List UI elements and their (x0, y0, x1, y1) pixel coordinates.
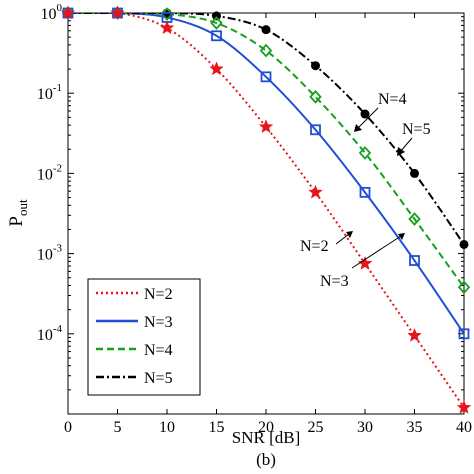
annotation-n5: N=5 (397, 121, 431, 156)
data-point-n4 (309, 90, 322, 104)
data-point-n2 (456, 399, 472, 414)
svg-text:N=3: N=3 (320, 273, 349, 290)
x-tick-label: 40 (456, 419, 472, 436)
x-tick-label: 35 (407, 419, 423, 436)
data-point-n4 (358, 146, 372, 160)
data-point-n2 (407, 327, 422, 342)
annotation-n3: N=3 (320, 233, 405, 290)
y-axis-ticks: 100 10-1 10-2 10-3 10-4 (37, 2, 464, 391)
data-point-n4 (210, 16, 223, 30)
legend-label: N=5 (144, 370, 173, 387)
annotation-n4: N=4 (354, 91, 407, 132)
svg-text:N=5: N=5 (402, 121, 431, 138)
y-tick-label: 10-4 (37, 323, 63, 344)
data-point-n3 (260, 71, 272, 83)
data-point-n2 (258, 119, 274, 134)
x-tick-label: 0 (64, 419, 72, 436)
data-point-n5 (311, 61, 320, 71)
y-axis-label: Pout (6, 199, 30, 227)
legend: N=2 N=3 N=4 N=5 (87, 278, 201, 396)
data-point-n5 (360, 109, 370, 119)
legend-label: N=4 (144, 342, 173, 359)
data-point-n4 (408, 212, 421, 226)
series-lines (68, 13, 464, 409)
data-point-n3 (409, 255, 420, 266)
data-point-n4 (259, 43, 273, 58)
svg-text:Pout: Pout (6, 199, 30, 227)
data-point-n2 (308, 184, 323, 199)
data-point-n4 (457, 280, 471, 295)
data-point-n3 (359, 186, 371, 198)
y-tick-label: 10-2 (37, 162, 62, 183)
data-point-n5 (212, 11, 221, 21)
x-tick-label: 30 (357, 419, 373, 436)
legend-label: N=2 (144, 286, 173, 303)
x-tick-label: 25 (308, 419, 324, 436)
data-point-n3 (310, 124, 321, 136)
x-tick-label: 10 (159, 419, 175, 436)
svg-text:N=2: N=2 (300, 238, 329, 255)
data-point-n2 (357, 255, 373, 270)
data-point-n3 (458, 328, 470, 340)
y-tick-label: 10-3 (37, 243, 63, 264)
annotation-n2: N=2 (300, 231, 353, 255)
data-point-n2 (60, 5, 76, 20)
x-tick-label: 15 (209, 419, 225, 436)
data-point-n5 (459, 239, 469, 249)
x-tick-label: 5 (114, 419, 122, 436)
svg-text:N=4: N=4 (378, 91, 407, 108)
data-point-n5 (410, 168, 419, 178)
series-markers (60, 5, 472, 414)
x-axis-label: SNR [dB] (232, 428, 300, 447)
x-axis-ticks: 0 5 10 15 20 25 30 35 40 (64, 13, 472, 436)
data-point-n3 (211, 30, 222, 42)
legend-label: N=3 (144, 314, 173, 331)
data-point-n2 (159, 20, 175, 35)
data-point-n5 (261, 25, 271, 35)
y-tick-label: 100 (41, 2, 63, 23)
data-point-n2 (110, 5, 125, 20)
y-tick-label: 10-1 (37, 82, 62, 103)
legend-box (87, 278, 201, 396)
data-point-n2 (209, 61, 224, 76)
series-line-n2 (68, 13, 464, 409)
figure-caption: (b) (256, 450, 276, 469)
x-tick-label: 20 (258, 419, 274, 436)
